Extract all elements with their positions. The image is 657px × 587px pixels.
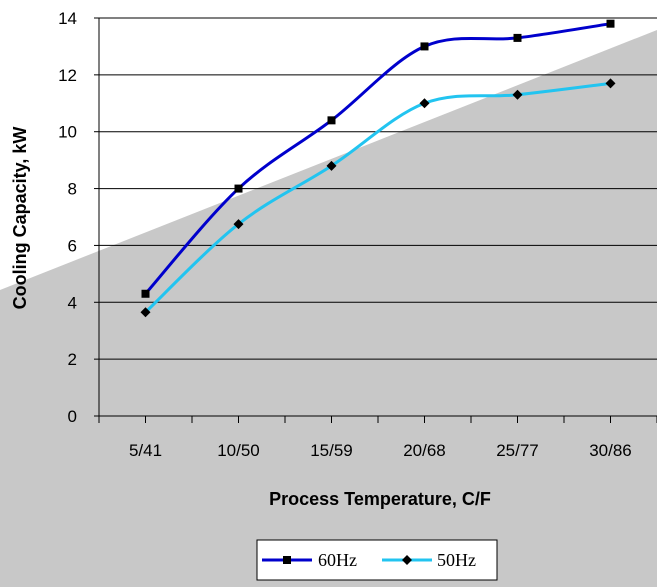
- y-tick-label: 6: [68, 236, 77, 255]
- x-tick-label: 5/41: [129, 441, 162, 460]
- data-point-60hz: [606, 19, 615, 28]
- y-axis-title: Cooling Capacity, kW: [10, 127, 30, 310]
- data-point-60hz: [234, 184, 243, 193]
- legend: 60Hz 50Hz: [256, 539, 498, 581]
- x-tick-label: 30/86: [589, 441, 632, 460]
- axes: [94, 17, 657, 423]
- legend-label-50hz: 50Hz: [437, 550, 476, 570]
- data-point-50hz: [140, 307, 151, 318]
- data-point-50hz: [326, 160, 337, 171]
- data-point-50hz: [233, 219, 244, 230]
- legend-items: 60Hz 50Hz: [262, 550, 476, 570]
- data-point-60hz: [327, 116, 336, 125]
- data-point-50hz: [419, 98, 430, 109]
- x-axis-title: Process Temperature, C/F: [269, 489, 491, 509]
- x-tick-label: 25/77: [496, 441, 539, 460]
- legend-marker-60hz: [283, 556, 291, 564]
- y-tick-label: 14: [58, 9, 77, 28]
- y-tick-label: 2: [68, 350, 77, 369]
- x-tick-label: 20/68: [403, 441, 446, 460]
- data-point-50hz: [605, 78, 616, 89]
- legend-marker-50hz: [402, 555, 412, 565]
- x-tick-label: 10/50: [217, 441, 260, 460]
- y-tick-label: 8: [68, 180, 77, 199]
- y-tick-labels: 0 2 4 6 8 10 12 14: [58, 9, 77, 426]
- x-tick-label: 15/59: [310, 441, 353, 460]
- y-tick-label: 12: [58, 66, 77, 85]
- data-point-60hz: [141, 289, 150, 298]
- y-tick-label: 0: [68, 407, 77, 426]
- y-tick-label: 4: [68, 293, 77, 312]
- series-markers: [140, 19, 616, 318]
- legend-label-60hz: 60Hz: [318, 550, 357, 570]
- y-tick-label: 10: [58, 123, 77, 142]
- watermark-shape: [0, 30, 657, 587]
- gridlines: [99, 17, 657, 360]
- data-point-60hz: [513, 33, 522, 42]
- data-point-50hz: [512, 89, 523, 100]
- data-point-60hz: [420, 42, 429, 51]
- x-tick-labels: 5/41 10/50 15/59 20/68 25/77 30/86: [129, 441, 632, 460]
